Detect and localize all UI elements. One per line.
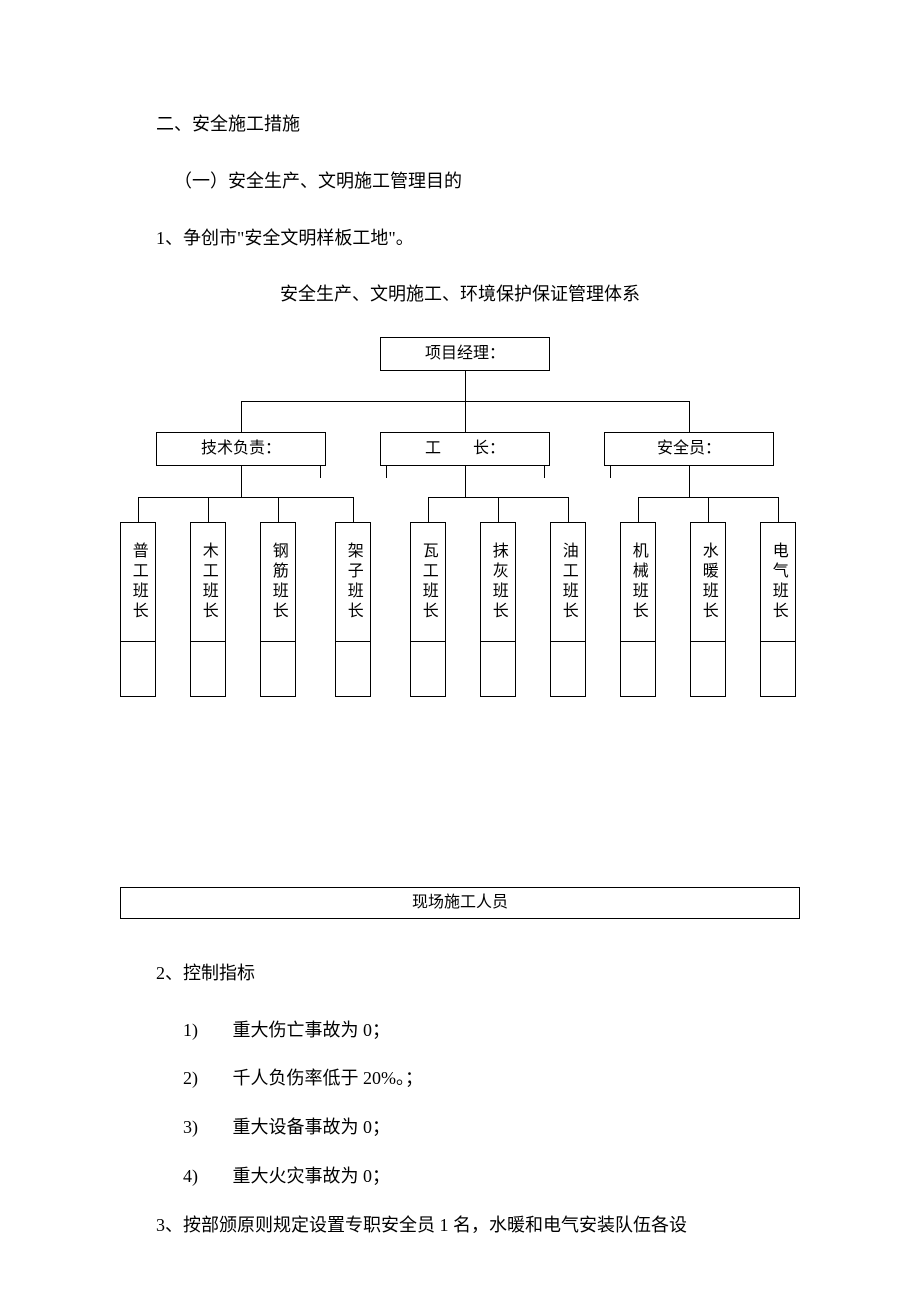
target-text: 重大伤亡事故为 0；	[233, 1020, 391, 1040]
item-1: 1、争创市"安全文明样板工地"。	[120, 224, 800, 253]
connector	[241, 466, 242, 497]
target-row: 4) 重大火灾事故为 0；	[120, 1162, 800, 1191]
connector	[568, 497, 569, 522]
target-text: 重大设备事故为 0；	[233, 1117, 391, 1137]
ghost-box	[120, 642, 156, 697]
node-foreman: 工 长：	[380, 432, 550, 466]
target-num: 1)	[183, 1016, 228, 1045]
connector	[465, 371, 466, 401]
connector	[353, 497, 354, 522]
node-team-lead: 木工班长	[190, 522, 226, 642]
connector	[278, 497, 279, 522]
org-chart: 项目经理： 技术负责： 工 长： 安全员： 普工班长 木工班长 钢筋班长 架子班…	[120, 337, 800, 807]
node-site-personnel: 现场施工人员	[120, 887, 800, 919]
ghost-box	[690, 642, 726, 697]
node-tech-lead: 技术负责：	[156, 432, 326, 466]
target-text: 重大火灾事故为 0；	[233, 1166, 391, 1186]
node-team-lead: 钢筋班长	[260, 522, 296, 642]
target-num: 4)	[183, 1162, 228, 1191]
subheading-1: （一）安全生产、文明施工管理目的	[120, 167, 800, 196]
node-team-lead: 电气班长	[760, 522, 796, 642]
chart-title: 安全生产、文明施工、环境保护保证管理体系	[120, 280, 800, 309]
connector	[138, 497, 353, 498]
target-row: 2) 千人负伤率低于 20%。；	[120, 1064, 800, 1093]
connector	[241, 401, 242, 432]
connector	[689, 401, 690, 432]
item-3: 3、按部颁原则规定设置专职安全员 1 名，水暖和电气安装队伍各设	[120, 1211, 800, 1240]
target-num: 2)	[183, 1064, 228, 1093]
connector	[638, 497, 639, 522]
connector	[544, 466, 545, 478]
connector	[778, 497, 779, 522]
connector	[465, 401, 466, 432]
connector	[320, 466, 321, 478]
ghost-box	[410, 642, 446, 697]
connector	[428, 497, 429, 522]
node-team-lead: 水暖班长	[690, 522, 726, 642]
target-text: 千人负伤率低于 20%。；	[233, 1068, 424, 1088]
ghost-box	[480, 642, 516, 697]
node-team-lead: 瓦工班长	[410, 522, 446, 642]
connector	[386, 466, 387, 478]
ghost-box	[550, 642, 586, 697]
node-safety: 安全员：	[604, 432, 774, 466]
node-team-lead: 架子班长	[335, 522, 371, 642]
connector	[138, 497, 139, 522]
ghost-box	[760, 642, 796, 697]
node-team-lead: 机械班长	[620, 522, 656, 642]
ghost-box	[190, 642, 226, 697]
node-project-manager: 项目经理：	[380, 337, 550, 371]
node-team-lead: 抹灰班长	[480, 522, 516, 642]
target-row: 3) 重大设备事故为 0；	[120, 1113, 800, 1142]
item-2: 2、控制指标	[120, 959, 800, 988]
ghost-box	[335, 642, 371, 697]
connector	[498, 497, 499, 522]
connector	[610, 466, 611, 478]
node-team-lead: 油工班长	[550, 522, 586, 642]
target-row: 1) 重大伤亡事故为 0；	[120, 1016, 800, 1045]
connector	[208, 497, 209, 522]
ghost-box	[620, 642, 656, 697]
target-num: 3)	[183, 1113, 228, 1142]
connector	[689, 466, 690, 497]
ghost-box	[260, 642, 296, 697]
connector	[465, 466, 466, 497]
node-team-lead: 普工班长	[120, 522, 156, 642]
connector	[708, 497, 709, 522]
heading-section-2: 二、安全施工措施	[120, 110, 800, 139]
